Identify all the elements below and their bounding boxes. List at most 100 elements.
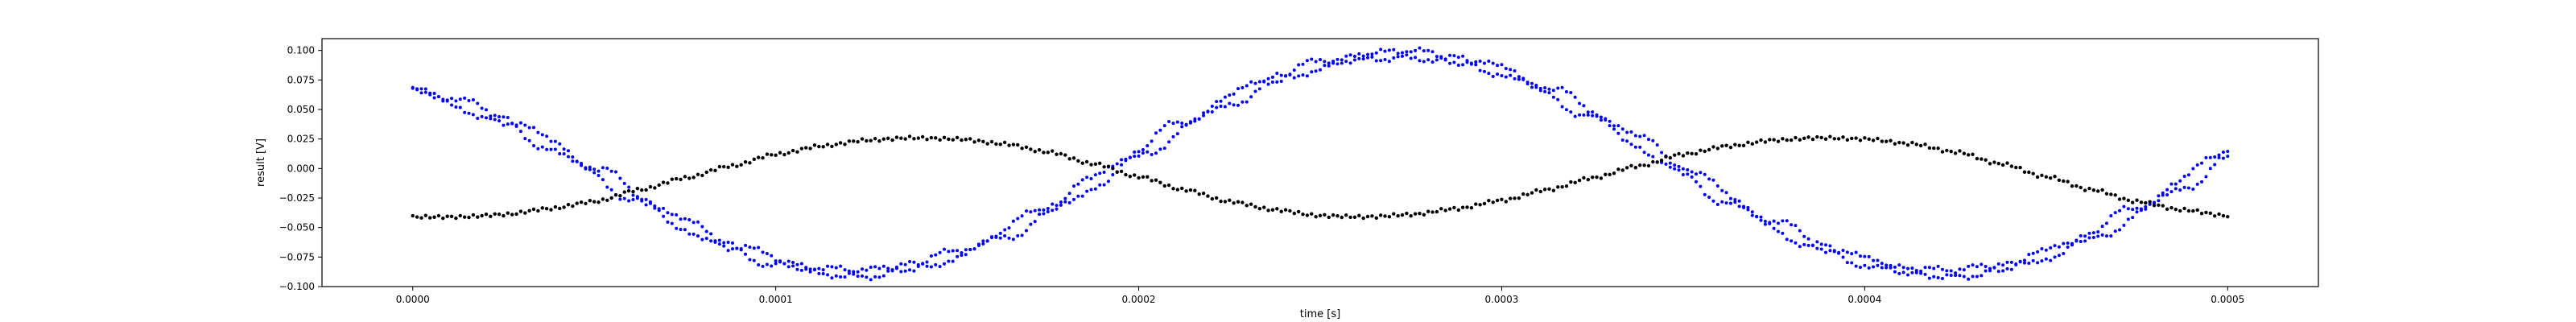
scatter-point-black [601, 197, 605, 201]
scatter-point-blue [2001, 263, 2005, 267]
scatter-point-blue [2118, 228, 2122, 232]
scatter-point-black [735, 164, 739, 168]
scatter-point-black [964, 137, 968, 142]
scatter-point-blue [1469, 61, 1473, 65]
scatter-point-blue [545, 147, 549, 151]
scatter-point-blue [580, 163, 584, 167]
scatter-point-blue [1582, 113, 1586, 117]
scatter-point-blue [1538, 86, 1542, 90]
scatter-point-black [916, 136, 920, 140]
scatter-point-black [1910, 140, 1914, 145]
scatter-point-black [1137, 175, 1141, 180]
scatter-point-black [454, 216, 458, 221]
scatter-point-blue [951, 259, 955, 263]
scatter-point-black [1841, 135, 1845, 139]
scatter-point-black [1236, 200, 1241, 204]
scatter-point-black [1810, 137, 1815, 142]
scatter-point-blue [1695, 180, 1699, 184]
scatter-point-blue [1651, 155, 1655, 159]
scatter-point-blue [1055, 204, 1059, 208]
scatter-point-blue [1919, 271, 1923, 275]
scatter-point-blue [506, 115, 510, 119]
scatter-point-black [2217, 212, 2221, 217]
scatter-point-black [1815, 134, 1819, 139]
scatter-point-black [1651, 159, 1655, 164]
scatter-point-blue [1400, 51, 1404, 55]
scatter-point-blue [1945, 269, 1949, 273]
scatter-point-black [1754, 140, 1759, 144]
scatter-point-blue [960, 254, 964, 258]
scatter-point-blue [1586, 110, 1590, 114]
scatter-point-blue [856, 270, 860, 274]
scatter-point-blue [2157, 199, 2161, 203]
scatter-point-blue [1465, 59, 1469, 63]
scatter-point-blue [666, 220, 670, 224]
x-tick-label: 0.0004 [1847, 294, 1881, 305]
scatter-point-black [510, 213, 514, 217]
scatter-point-blue [1284, 74, 1288, 78]
scatter-point-blue [1331, 60, 1335, 64]
scatter-point-black [657, 183, 661, 188]
scatter-point-blue [1357, 52, 1361, 56]
scatter-point-blue [1599, 118, 1603, 122]
scatter-point-blue [1478, 60, 1482, 64]
scatter-point-black [2122, 196, 2126, 200]
scatter-point-blue [614, 170, 618, 174]
scatter-point-black [1750, 142, 1754, 146]
scatter-point-blue [691, 232, 696, 236]
scatter-point-blue [1638, 134, 1642, 138]
scatter-point-black [670, 177, 675, 181]
scatter-point-blue [1759, 218, 1763, 222]
scatter-point-blue [657, 208, 661, 213]
scatter-point-black [1080, 161, 1084, 165]
scatter-point-blue [1992, 266, 1996, 270]
scatter-point-blue [1927, 276, 1931, 280]
scatter-point-blue [1443, 57, 1447, 61]
scatter-point-blue [774, 262, 778, 266]
scatter-point-black [1802, 136, 1806, 140]
scatter-point-black [1392, 212, 1396, 216]
scatter-point-black [994, 142, 998, 147]
scatter-point-black [635, 187, 640, 191]
scatter-point-blue [2053, 255, 2057, 259]
scatter-point-black [536, 208, 540, 213]
scatter-point-blue [1146, 144, 1150, 148]
scatter-point-blue [921, 262, 925, 266]
scatter-point-blue [1876, 258, 1880, 262]
scatter-point-blue [865, 275, 869, 279]
scatter-point-blue [2079, 240, 2083, 243]
scatter-point-black [1819, 135, 1823, 140]
scatter-point-black [1270, 208, 1275, 212]
scatter-point-black [1914, 142, 1918, 147]
scatter-point-blue [981, 242, 985, 246]
scatter-point-blue [1841, 248, 1845, 252]
y-axis-ticks: 0.100 0.075 0.050 0.025 0.000 −0.025 −0.050 −0.… [279, 45, 322, 292]
scatter-point-black [1111, 166, 1115, 171]
scatter-point-blue [1962, 268, 1966, 272]
scatter-point-blue [1158, 128, 1162, 132]
scatter-point-blue [1651, 138, 1655, 142]
scatter-point-blue [1279, 79, 1283, 83]
scatter-point-black [1707, 147, 1711, 152]
scatter-point-black [2079, 185, 2083, 190]
scatter-point-blue [972, 247, 976, 251]
plot-frame [321, 38, 2319, 287]
scatter-point-black [1504, 200, 1509, 204]
scatter-point-blue [717, 238, 721, 242]
scatter-point-blue [1029, 222, 1033, 226]
scatter-point-blue [998, 236, 1002, 240]
scatter-point-blue [1629, 130, 1633, 134]
scatter-point-blue [696, 220, 700, 224]
scatter-point-black [1586, 177, 1591, 182]
scatter-point-black [1413, 212, 1418, 216]
scatter-point-blue [2113, 211, 2117, 215]
scatter-point-blue [1210, 105, 1214, 109]
scatter-point-blue [1876, 263, 1880, 267]
scatter-point-blue [1513, 76, 1517, 80]
scatter-point-black [1007, 143, 1011, 147]
scatter-point-blue [1491, 75, 1495, 79]
scatter-point-black [1988, 162, 1992, 166]
scatter-point-blue [476, 101, 480, 105]
scatter-point-blue [1616, 124, 1620, 128]
